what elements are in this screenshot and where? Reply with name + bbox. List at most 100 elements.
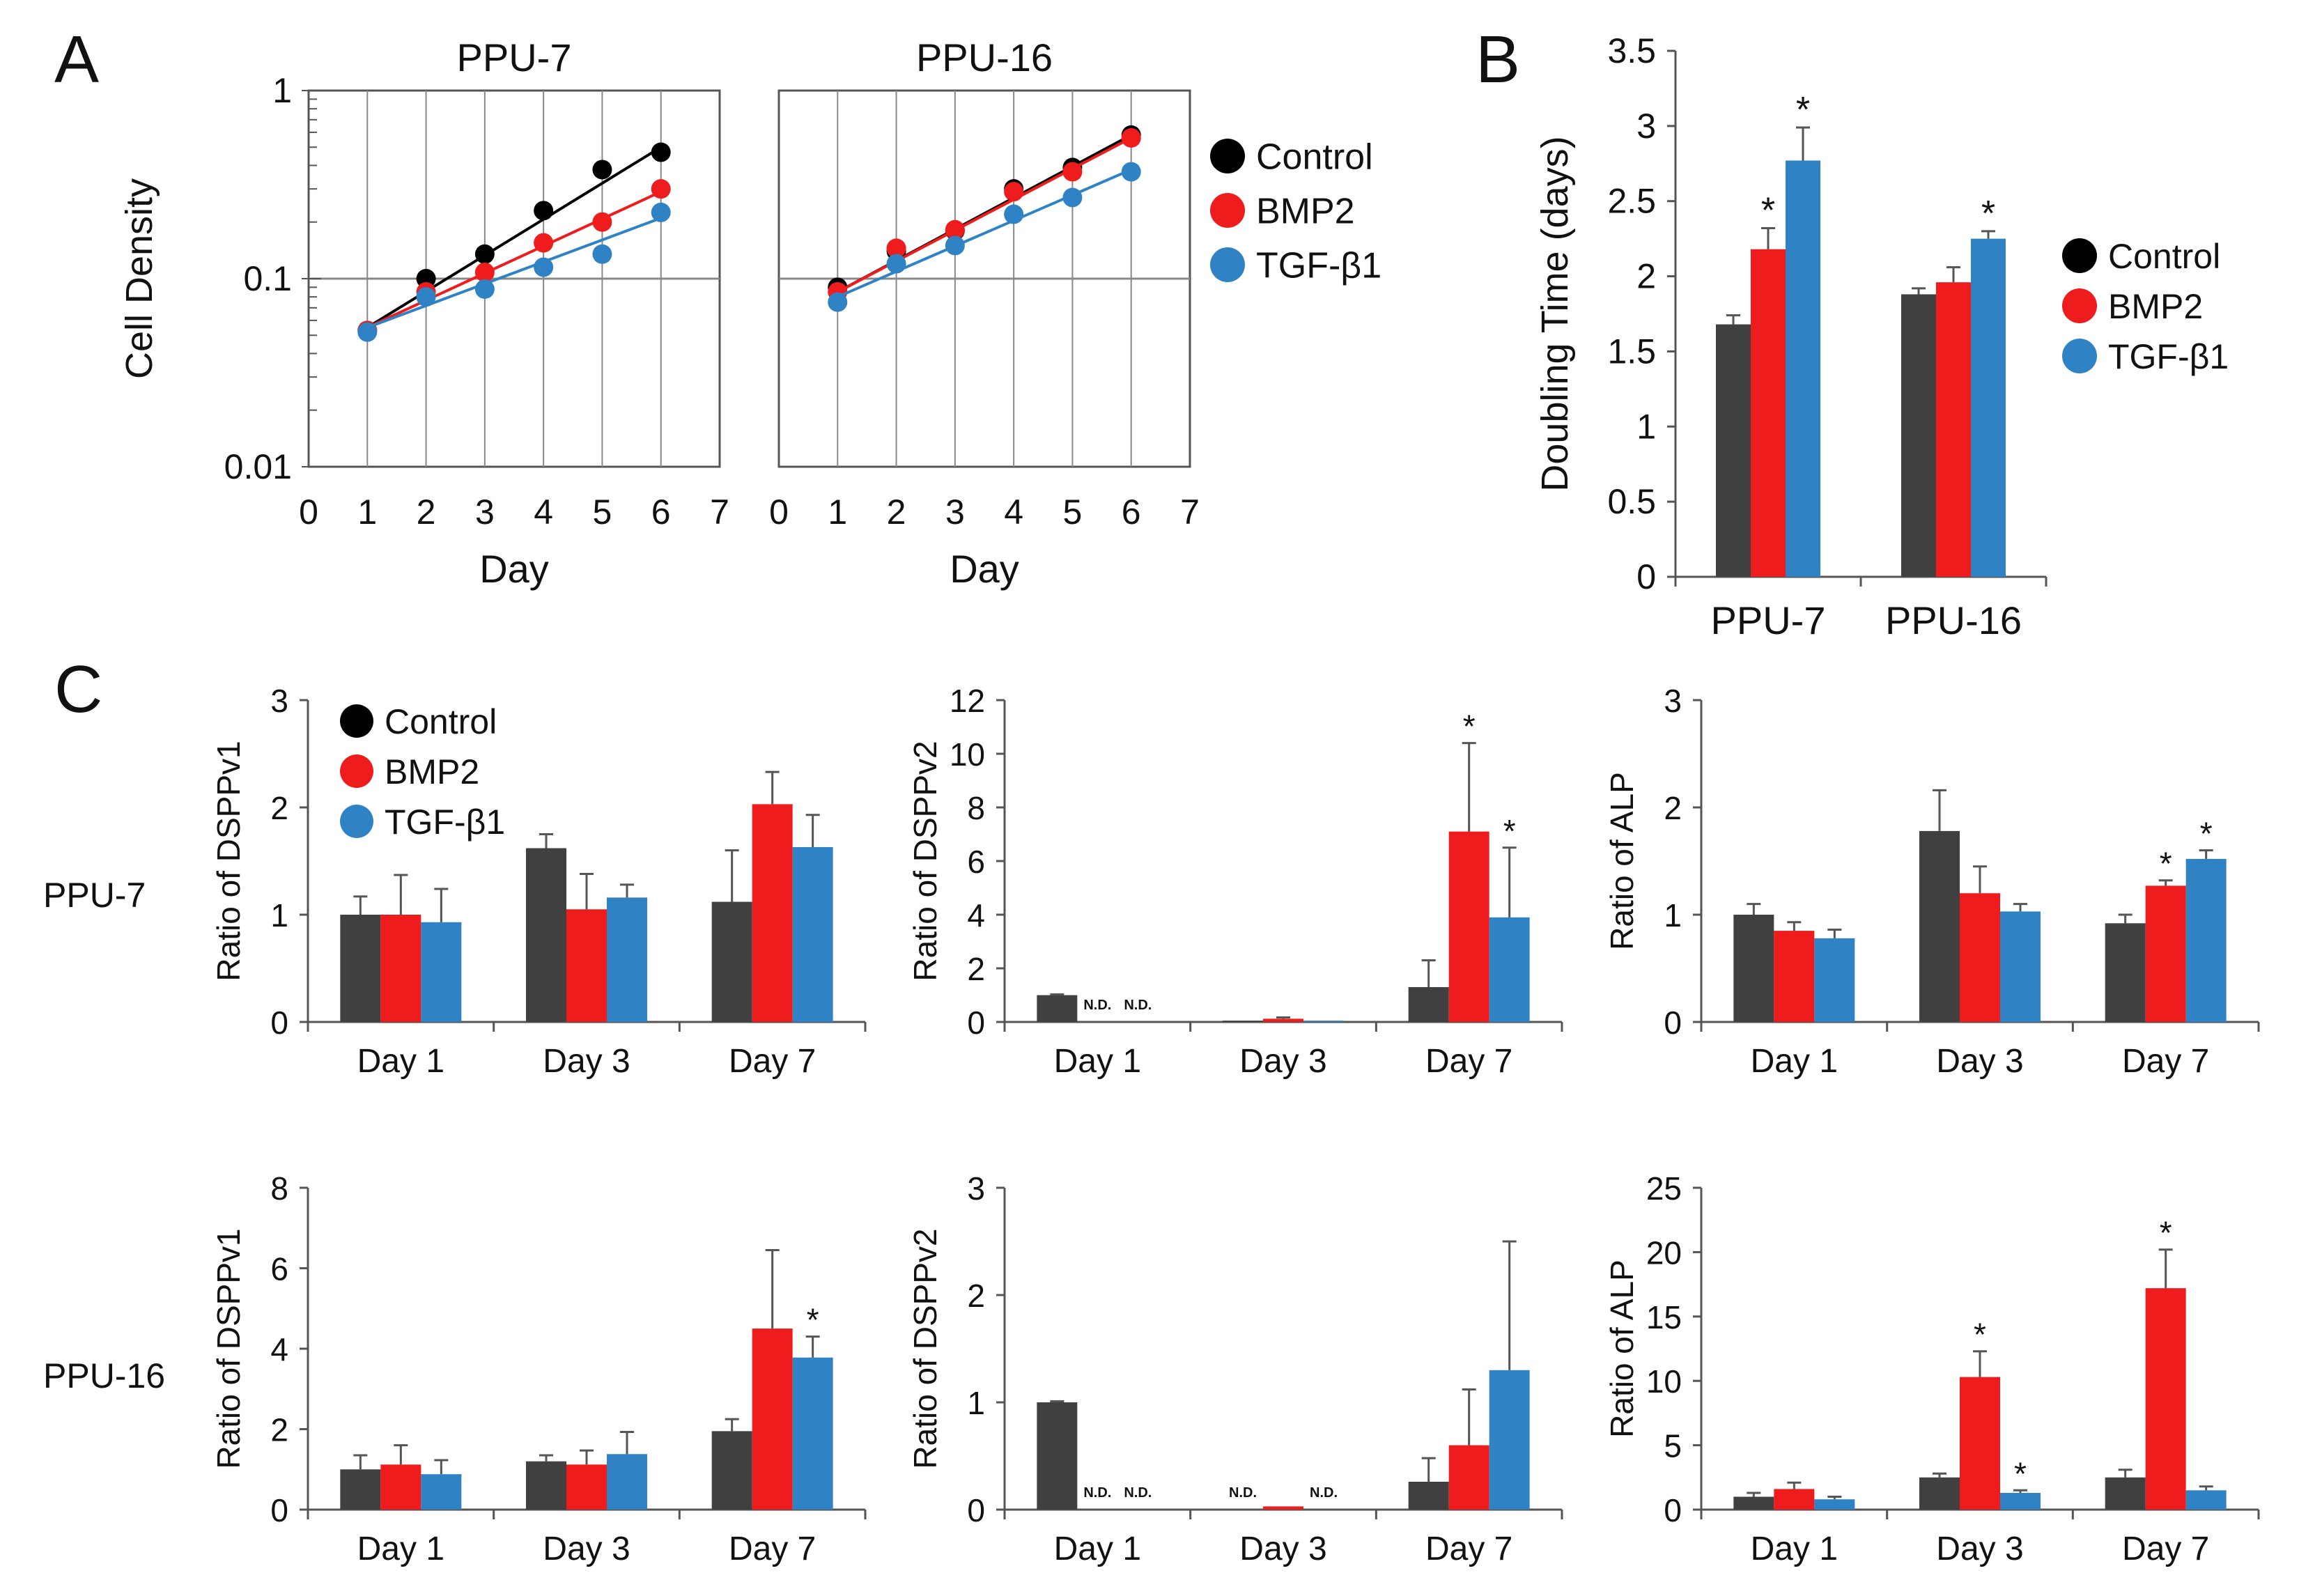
- x-tick-label: Day 3: [543, 1043, 630, 1080]
- bar-control: [1037, 995, 1078, 1022]
- bar-tgf-1: [792, 1357, 833, 1510]
- legend-marker-bmp2: [340, 754, 373, 788]
- bar-tgf-1: [2185, 1490, 2227, 1510]
- data-point-bmp2: [474, 262, 495, 282]
- data-point-tgf-1: [416, 287, 436, 307]
- y-tick-label: 8: [270, 1170, 288, 1207]
- chart-c4: 0 2 4 6 8 Ratio of DSPPv1 Day 1 Day 3 Day 7 *: [210, 1170, 867, 1567]
- bar-tgf-1: [1814, 938, 1855, 1022]
- x-tick-label: Day 1: [357, 1043, 444, 1080]
- x-tick-label: Day 7: [2122, 1531, 2209, 1567]
- panel-label-c: C: [54, 652, 102, 727]
- x-tick-label: 3: [945, 493, 965, 532]
- y-tick-label: 2.5: [1607, 182, 1656, 221]
- x-tick-label: 3: [475, 493, 495, 532]
- y-tick-label: 0.1: [243, 259, 292, 298]
- bar-control: [1408, 1481, 1449, 1510]
- legend-label-bmp2: BMP2: [385, 752, 479, 791]
- x-axis-label: Day: [479, 547, 549, 591]
- x-tick-label: PPU-7: [1711, 598, 1826, 642]
- legend-marker-tgf-1: [1210, 247, 1245, 282]
- y-tick-label: 1: [1636, 407, 1656, 446]
- y-tick-label: 0: [270, 1492, 288, 1528]
- y-tick-label: 1: [270, 897, 288, 933]
- x-tick-label: 4: [1004, 493, 1023, 532]
- legend-label-bmp2: BMP2: [2108, 287, 2203, 326]
- significance-marker: *: [2160, 846, 2172, 882]
- y-tick-label: 2: [1636, 257, 1656, 296]
- data-point-bmp2: [1004, 182, 1024, 202]
- y-tick-label: 20: [1646, 1234, 1682, 1271]
- y-tick-label: 8: [967, 790, 985, 826]
- y-tick-label: 15: [1646, 1299, 1682, 1335]
- bar-tgf-1: [1971, 238, 2006, 577]
- bar-control: [2105, 923, 2146, 1022]
- legend-marker-control: [1210, 139, 1245, 173]
- bar-tgf-1: [2000, 1492, 2041, 1510]
- panel-label-b: B: [1476, 22, 1520, 97]
- bar-control: [1901, 294, 1936, 577]
- data-point-bmp2: [1121, 127, 1141, 148]
- bar-tgf-1: [421, 922, 462, 1022]
- bar-control: [340, 1469, 381, 1510]
- row-label-ppu7: PPU-7: [43, 876, 146, 915]
- bar-bmp2: [380, 915, 421, 1022]
- x-tick-label: Day 3: [1936, 1531, 2023, 1567]
- data-point-tgf-1: [945, 235, 965, 256]
- data-point-tgf-1: [534, 257, 554, 277]
- y-tick-label: 1: [272, 71, 292, 110]
- y-tick-label: 2: [967, 1278, 985, 1314]
- data-point-control: [474, 244, 495, 264]
- bar-control: [526, 1461, 566, 1510]
- y-axis-label: Doubling Time (days): [1534, 136, 1576, 491]
- bar-bmp2: [1448, 1445, 1489, 1510]
- significance-marker: *: [1463, 708, 1476, 745]
- bar-control: [1733, 1496, 1774, 1510]
- legend-marker-tgf-1: [2062, 339, 2097, 373]
- not-detected-label: N.D.: [1083, 998, 1111, 1013]
- significance-marker: *: [2014, 1455, 2027, 1492]
- x-tick-label: 5: [593, 493, 612, 532]
- y-tick-label: 12: [950, 683, 985, 719]
- y-tick-label: 0.5: [1607, 482, 1656, 521]
- y-tick-label: 6: [967, 844, 985, 880]
- y-tick-label: 2: [967, 951, 985, 987]
- bar-bmp2: [2145, 1288, 2186, 1510]
- bar-bmp2: [380, 1464, 421, 1510]
- bar-tgf-1: [1786, 160, 1820, 577]
- y-tick-label: 4: [270, 1331, 288, 1368]
- x-tick-label: 7: [710, 493, 729, 532]
- significance-marker: *: [1503, 813, 1516, 849]
- significance-marker: *: [1981, 194, 1995, 234]
- row-label-ppu16: PPU-16: [43, 1356, 165, 1395]
- bar-control: [1223, 1021, 1263, 1022]
- chart-c3: 0 1 2 3 Ratio of ALP Day 1 Day 3 Day 7 * *: [1604, 683, 2260, 1080]
- bar-control: [526, 848, 566, 1022]
- legend-b: Control BMP2 TGF-β1: [2062, 237, 2229, 376]
- data-point-bmp2: [945, 219, 965, 240]
- y-tick-label: 3: [967, 1170, 985, 1207]
- data-point-tgf-1: [592, 244, 612, 264]
- bar-tgf-1: [1814, 1499, 1855, 1510]
- significance-marker: *: [2160, 1215, 2172, 1251]
- x-tick-label: Day 7: [2122, 1043, 2209, 1080]
- y-axis-label: Ratio of DSPPv2: [907, 741, 943, 981]
- data-point-bmp2: [1062, 162, 1083, 182]
- chart-title: PPU-7: [457, 36, 572, 79]
- data-point-tgf-1: [886, 254, 906, 274]
- bar-control: [711, 1431, 752, 1510]
- y-tick-label: 3: [270, 683, 288, 719]
- bar-control: [1919, 830, 1960, 1022]
- bar-bmp2: [1774, 931, 1815, 1022]
- legend-label-control: Control: [2108, 237, 2220, 276]
- x-tick-label: 0: [769, 493, 789, 532]
- legend-a: Control BMP2 TGF-β1: [1210, 137, 1381, 286]
- y-tick-label: 10: [1646, 1363, 1682, 1400]
- legend-label-control: Control: [1256, 137, 1373, 178]
- y-tick-label: 2: [1664, 790, 1682, 826]
- bar-bmp2: [566, 1464, 607, 1510]
- y-tick-label: 2: [270, 790, 288, 826]
- data-point-tgf-1: [1121, 162, 1141, 182]
- data-point-tgf-1: [828, 292, 848, 312]
